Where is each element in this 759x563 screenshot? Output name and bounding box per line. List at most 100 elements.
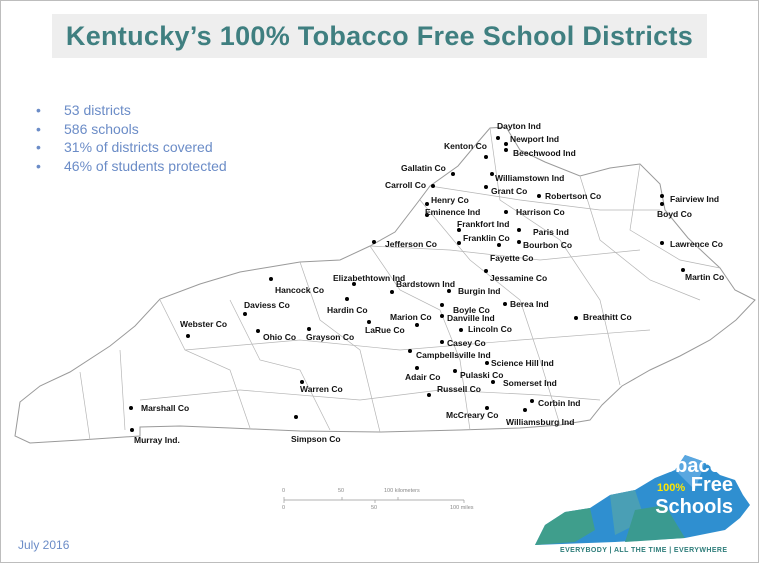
district-label: Bourbon Co [523,240,573,250]
district-marker [497,243,501,247]
logo-line2: Free [690,474,733,496]
stat-text: 586 schools [64,120,139,137]
logo-pct: 100% [657,482,686,494]
district-marker [415,323,419,327]
district-label: Jefferson Co [385,239,437,249]
stat-item: • 586 schools [36,120,227,139]
date-label: July 2016 [18,538,70,552]
page-title: Kentucky’s 100% Tobacco Free School Dist… [65,20,694,51]
district-label: Fairview Ind [670,194,720,204]
district-marker [440,340,444,344]
district-label: Hancock Co [275,285,325,295]
logo-tagline: EVERYBODY | ALL THE TIME | EVERYWHERE [560,547,728,554]
tobacco-free-schools-logo: Tobacco 100% Free Schools EVERYBODY | AL… [535,450,755,560]
district-marker [537,194,541,198]
district-marker [660,202,664,206]
district-marker [517,228,521,232]
district-label: Hardin Co [327,305,368,315]
bullet: • [36,157,41,174]
district-label: Science Hill Ind [491,358,554,368]
district-label: Webster Co [180,319,228,329]
district-label: Simpson Co [291,434,341,444]
district-marker [367,320,371,324]
district-marker [390,290,394,294]
district-label: Harrison Co [516,207,565,217]
district-marker [484,185,488,189]
scale-mi-100: 100 miles [450,505,474,511]
district-label: Corbin Ind [538,398,581,408]
district-marker [504,148,508,152]
stat-text: 46% of students protected [64,157,227,174]
district-label: Warren Co [300,384,343,394]
district-label: Williamstown Ind [495,173,565,183]
district-marker [307,327,311,331]
district-marker [256,329,260,333]
district-label: Somerset Ind [503,378,557,388]
district-label: LaRue Co [365,325,405,335]
bullet: • [36,120,41,137]
district-marker [431,184,435,188]
scale-km-50: 50 [338,488,345,494]
district-label: Frankfort Ind [457,219,510,229]
district-label: Newport Ind [510,134,560,144]
district-marker [269,277,273,281]
district-label: Ohio Co [263,332,297,342]
district-label: Martin Co [685,272,725,282]
district-label: Casey Co [447,338,486,348]
district-label: Paris Ind [533,227,569,237]
district-marker [130,428,134,432]
district-marker [186,334,190,338]
district-label: Berea Ind [510,299,549,309]
district-marker [440,314,444,318]
district-label: Boyle Co [453,305,490,315]
bullet: • [36,139,41,155]
district-marker [503,302,507,306]
district-marker [243,312,247,316]
district-marker [425,213,429,217]
district-marker [408,349,412,353]
district-marker [457,241,461,245]
district-marker [496,136,500,140]
district-label: Robertson Co [545,191,602,201]
district-label: Boyd Co [657,209,692,219]
district-label: Marshall Co [141,403,190,413]
district-marker [530,399,534,403]
district-label: Bardstown Ind [396,279,456,289]
logo-line1: Tobacco [652,455,733,477]
district-marker [490,172,494,176]
district-marker [504,210,508,214]
district-label: Jessamine Co [490,273,548,283]
stat-text: 53 districts [64,102,131,118]
district-marker [451,172,455,176]
stat-item: • 46% of students protected [36,157,227,176]
district-marker [447,289,451,293]
scale-bar: 0 50 100 kilometers 0 50 100 miles [280,488,480,518]
district-label: Daviess Co [244,300,290,310]
district-label: Lincoln Co [468,324,512,334]
scale-mi-50: 50 [371,505,378,511]
district-marker [484,269,488,273]
district-label: Beechwood Ind [513,148,576,158]
title-bar: Kentucky’s 100% Tobacco Free School Dist… [52,14,707,58]
district-label: Williamsburg Ind [506,417,575,427]
district-marker [681,268,685,272]
stats-list: • 53 districts • 586 schools • 31% of distr… [36,101,227,175]
district-marker [345,297,349,301]
district-label: Marion Co [390,312,432,322]
district-label: Gallatin Co [401,163,446,173]
stat-item: • 31% of districts covered [36,138,227,157]
district-label: Murray Ind. [134,435,180,445]
district-label: Grant Co [491,186,528,196]
district-marker [440,303,444,307]
district-marker [660,194,664,198]
stat-text: 31% of districts covered [64,139,213,155]
district-label: Danville Ind [447,313,495,323]
district-marker [294,415,298,419]
district-marker [517,240,521,244]
district-label: Adair Co [405,372,441,382]
logo-kentucky-shape [535,455,750,545]
district-marker [484,155,488,159]
district-label: Kenton Co [444,141,487,151]
district-marker [415,366,419,370]
district-marker [459,328,463,332]
